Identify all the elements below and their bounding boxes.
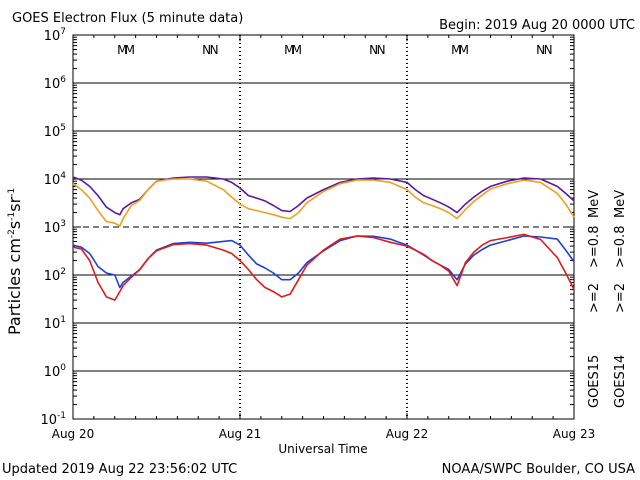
y-tick-exponent: 1 (60, 315, 66, 325)
y-tick-exponent: 7 (60, 27, 66, 37)
y-tick-base: 10 (40, 413, 57, 428)
mn-marker: N (369, 43, 378, 57)
legend-satellite: GOES14 (613, 355, 628, 408)
mn-marker: M (284, 43, 294, 57)
y-tick-base: 10 (44, 77, 61, 92)
y-tick-exponent: 0 (60, 363, 66, 373)
mn-marker: M (292, 43, 302, 57)
series-layer (72, 176, 575, 301)
y-tick-base: 10 (44, 269, 61, 284)
y-tick-label: 106 (44, 75, 67, 92)
y-tick-label: 10-1 (40, 411, 66, 428)
begin-time: Begin: 2019 Aug 20 0000 UTC (439, 18, 635, 33)
y-tick-exponent: 6 (60, 75, 66, 85)
mn-marker: N (210, 43, 219, 57)
x-tick-label: Aug 20 (52, 427, 95, 441)
series-line (72, 235, 575, 289)
y-axis-label: Particles cm-2s-1sr-1 (5, 188, 24, 335)
y-tick-base: 10 (44, 173, 61, 188)
gridlines (73, 82, 574, 372)
series-line (72, 176, 575, 216)
x-axis-label: Universal Time (278, 442, 367, 456)
mn-marker: M (459, 43, 469, 57)
y-tick-base: 10 (44, 29, 61, 44)
legend-energy-low: >=0.8 (587, 226, 602, 268)
x-axis-ticks: Aug 20 Aug 21 Aug 22 Aug 23 (52, 35, 596, 441)
y-tick-exponent: 4 (60, 171, 66, 181)
x-tick-label: Aug 23 (553, 427, 596, 441)
x-tick-label: Aug 22 (386, 427, 429, 441)
legend-unit: MeV (587, 190, 602, 218)
updated-time: Updated 2019 Aug 22 23:56:02 UTC (2, 462, 237, 477)
mn-marker: N (377, 43, 386, 57)
legend-energy-high: >=2 (613, 283, 628, 313)
y-tick-exponent: 5 (60, 123, 66, 133)
y-tick-base: 10 (44, 125, 61, 140)
y-tick-exponent: 2 (60, 267, 66, 277)
y-tick-label: 102 (44, 267, 66, 284)
y-tick-label: 105 (44, 123, 66, 140)
y-tick-label: 104 (44, 171, 67, 188)
y-tick-exponent: 3 (60, 219, 66, 229)
mn-marker: M (451, 43, 461, 57)
y-tick-base: 10 (44, 365, 61, 380)
legend-entry: GOES14 >=2 >=0.8 MeV (613, 190, 628, 408)
credit: NOAA/SWPC Boulder, CO USA (442, 462, 635, 477)
legend-entry: GOES15 >=2 >=0.8 MeV (587, 190, 602, 408)
legend-unit: MeV (613, 190, 628, 218)
y-tick-base: 10 (44, 317, 61, 332)
mn-marker: M (117, 43, 127, 57)
mn-marker: M (125, 43, 135, 57)
chart-title: GOES Electron Flux (5 minute data) (12, 11, 243, 26)
mn-marker: N (202, 43, 211, 57)
y-tick-label: 101 (44, 315, 66, 332)
x-tick-label: Aug 21 (219, 427, 262, 441)
legend: GOES15 >=2 >=0.8 MeV GOES14 >=2 >=0.8 MeV (587, 190, 628, 408)
day-dividers (239, 35, 408, 419)
legend-energy-high: >=2 (587, 283, 602, 313)
y-tick-exponent: -1 (57, 411, 66, 421)
series-line (72, 233, 575, 301)
y-tick-label: 100 (44, 363, 67, 380)
mn-marker: N (544, 43, 553, 57)
y-tick-label: 107 (44, 27, 66, 44)
y-tick-label: 103 (44, 219, 66, 236)
legend-energy-low: >=0.8 (613, 226, 628, 268)
legend-satellite: GOES15 (587, 355, 602, 408)
mn-markers: MM NN MM NN MM NN (117, 43, 553, 57)
mn-marker: N (536, 43, 545, 57)
series-line (72, 178, 575, 227)
y-tick-base: 10 (44, 221, 61, 236)
